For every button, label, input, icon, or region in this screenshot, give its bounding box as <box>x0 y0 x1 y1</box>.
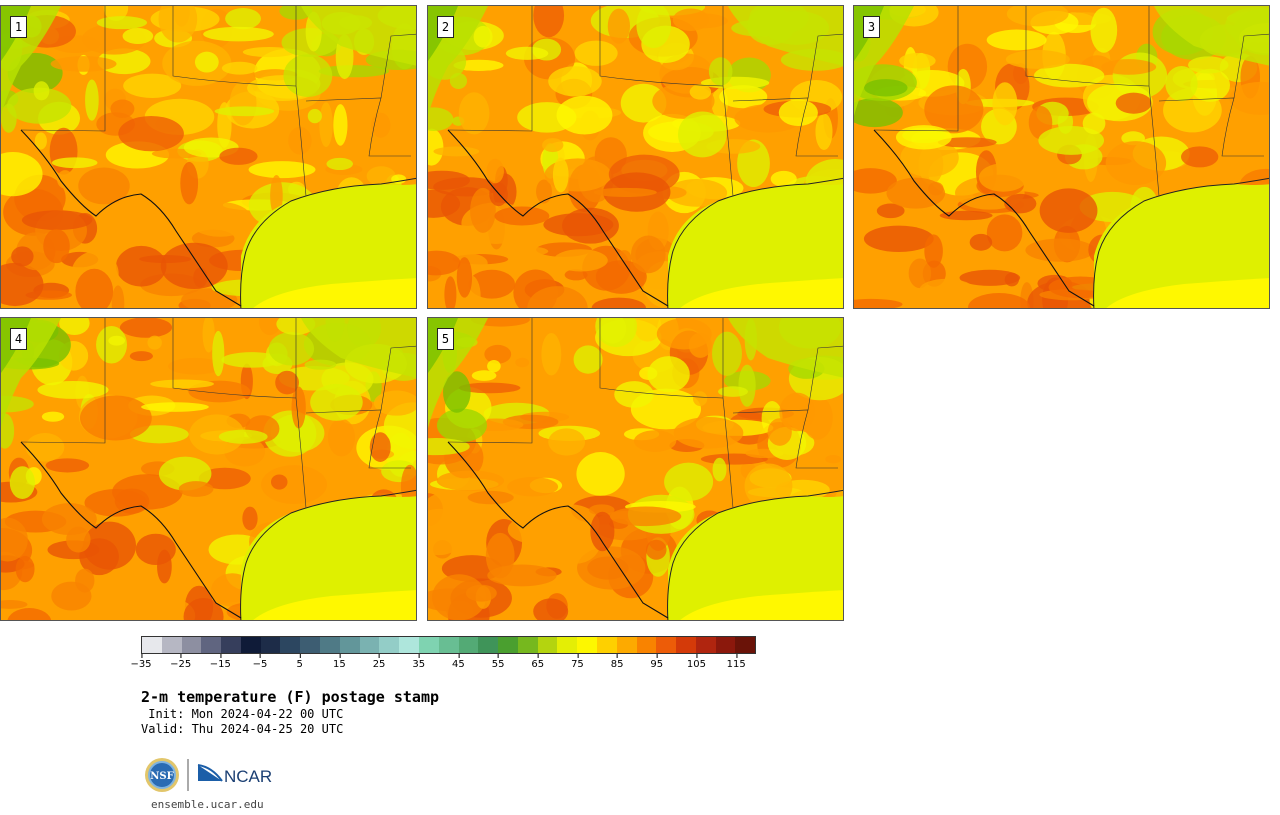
colorbar-swatch <box>418 637 439 653</box>
colorbar-tick: −5 <box>253 654 267 670</box>
colorbar-tick: 85 <box>611 654 623 670</box>
colorbar-tick: 35 <box>412 654 425 670</box>
member-label: 3 <box>863 16 880 38</box>
ensemble-member-panel-5: 5 <box>427 317 844 621</box>
colorbar-swatch <box>438 637 459 653</box>
ensemble-member-panel-4: 4 <box>0 317 417 621</box>
ensemble-member-panel-2: 2 <box>427 5 844 309</box>
colorbar-tick: 105 <box>687 654 706 670</box>
colorbar-tick: 45 <box>452 654 465 670</box>
colorbar-swatch <box>676 637 696 653</box>
init-time: Init: Mon 2024-04-22 00 UTC <box>141 707 344 721</box>
colorbar-swatch <box>359 637 380 653</box>
colorbar-swatch <box>399 637 419 653</box>
colorbar-swatch <box>458 637 479 653</box>
temperature-colorbar <box>141 636 756 654</box>
temperature-map-3 <box>854 6 1269 308</box>
colorbar-tick: 55 <box>492 654 504 670</box>
colorbar-swatch <box>557 637 578 653</box>
colorbar-tick: −25 <box>170 654 191 670</box>
site-url[interactable]: ensemble.ucar.edu <box>151 798 264 811</box>
nsf-logo: NSF <box>145 758 179 792</box>
colorbar-swatch <box>715 637 736 653</box>
member-label: 4 <box>10 328 27 350</box>
colorbar-swatch <box>596 637 617 653</box>
colorbar-swatch <box>517 637 538 653</box>
colorbar-swatch <box>379 637 400 653</box>
colorbar-swatch <box>695 637 716 653</box>
nsf-logo-text: NSF <box>150 771 173 782</box>
colorbar-swatch <box>636 637 657 653</box>
colorbar-swatch <box>537 637 558 653</box>
colorbar-tick: 95 <box>650 654 663 670</box>
temperature-map-5 <box>428 318 843 620</box>
ncar-logo: NCAR <box>197 764 272 786</box>
colorbar-swatch <box>161 637 182 653</box>
colorbar-swatch <box>616 637 637 653</box>
member-label: 2 <box>437 16 454 38</box>
colorbar-tick: 115 <box>727 654 746 670</box>
colorbar-swatch <box>339 637 360 653</box>
ensemble-member-panel-3: 3 <box>853 5 1270 309</box>
colorbar-tick: −15 <box>210 654 231 670</box>
colorbar-swatch <box>201 637 222 653</box>
colorbar-swatch <box>735 637 756 653</box>
colorbar-tick: 75 <box>571 654 584 670</box>
colorbar-swatch <box>577 637 597 653</box>
temperature-map-4 <box>1 318 416 620</box>
member-label: 1 <box>10 16 27 38</box>
sponsor-logos: NSF NCAR <box>144 757 274 793</box>
colorbar-swatch <box>240 637 261 653</box>
temperature-map-2 <box>428 6 843 308</box>
temperature-map-1 <box>1 6 416 308</box>
colorbar-tick: 5 <box>297 654 303 670</box>
colorbar-tick: −35 <box>130 654 152 670</box>
ensemble-member-panel-1: 1 <box>0 5 417 309</box>
colorbar-swatch <box>280 637 301 653</box>
colorbar-swatch <box>320 637 340 653</box>
colorbar-swatch <box>181 637 202 653</box>
colorbar-tick-labels: −35 −25 −15 −5 5 15 25 35 45 55 65 75 85 95 105 115 <box>130 654 756 674</box>
colorbar-swatch <box>478 637 499 653</box>
colorbar-swatch <box>221 637 241 653</box>
colorbar-swatch <box>260 637 281 653</box>
colorbar-swatch <box>142 637 162 653</box>
colorbar-swatch <box>656 637 677 653</box>
member-label: 5 <box>437 328 454 350</box>
colorbar-swatch <box>300 637 321 653</box>
valid-time: Valid: Thu 2024-04-25 20 UTC <box>141 722 344 736</box>
ncar-logo-text: NCAR <box>224 767 272 786</box>
colorbar-tick: 25 <box>373 654 385 670</box>
plot-title: 2-m temperature (F) postage stamp <box>141 688 440 706</box>
colorbar-tick: 65 <box>531 654 544 670</box>
colorbar-swatch <box>498 637 518 653</box>
colorbar-tick: 15 <box>333 654 346 670</box>
